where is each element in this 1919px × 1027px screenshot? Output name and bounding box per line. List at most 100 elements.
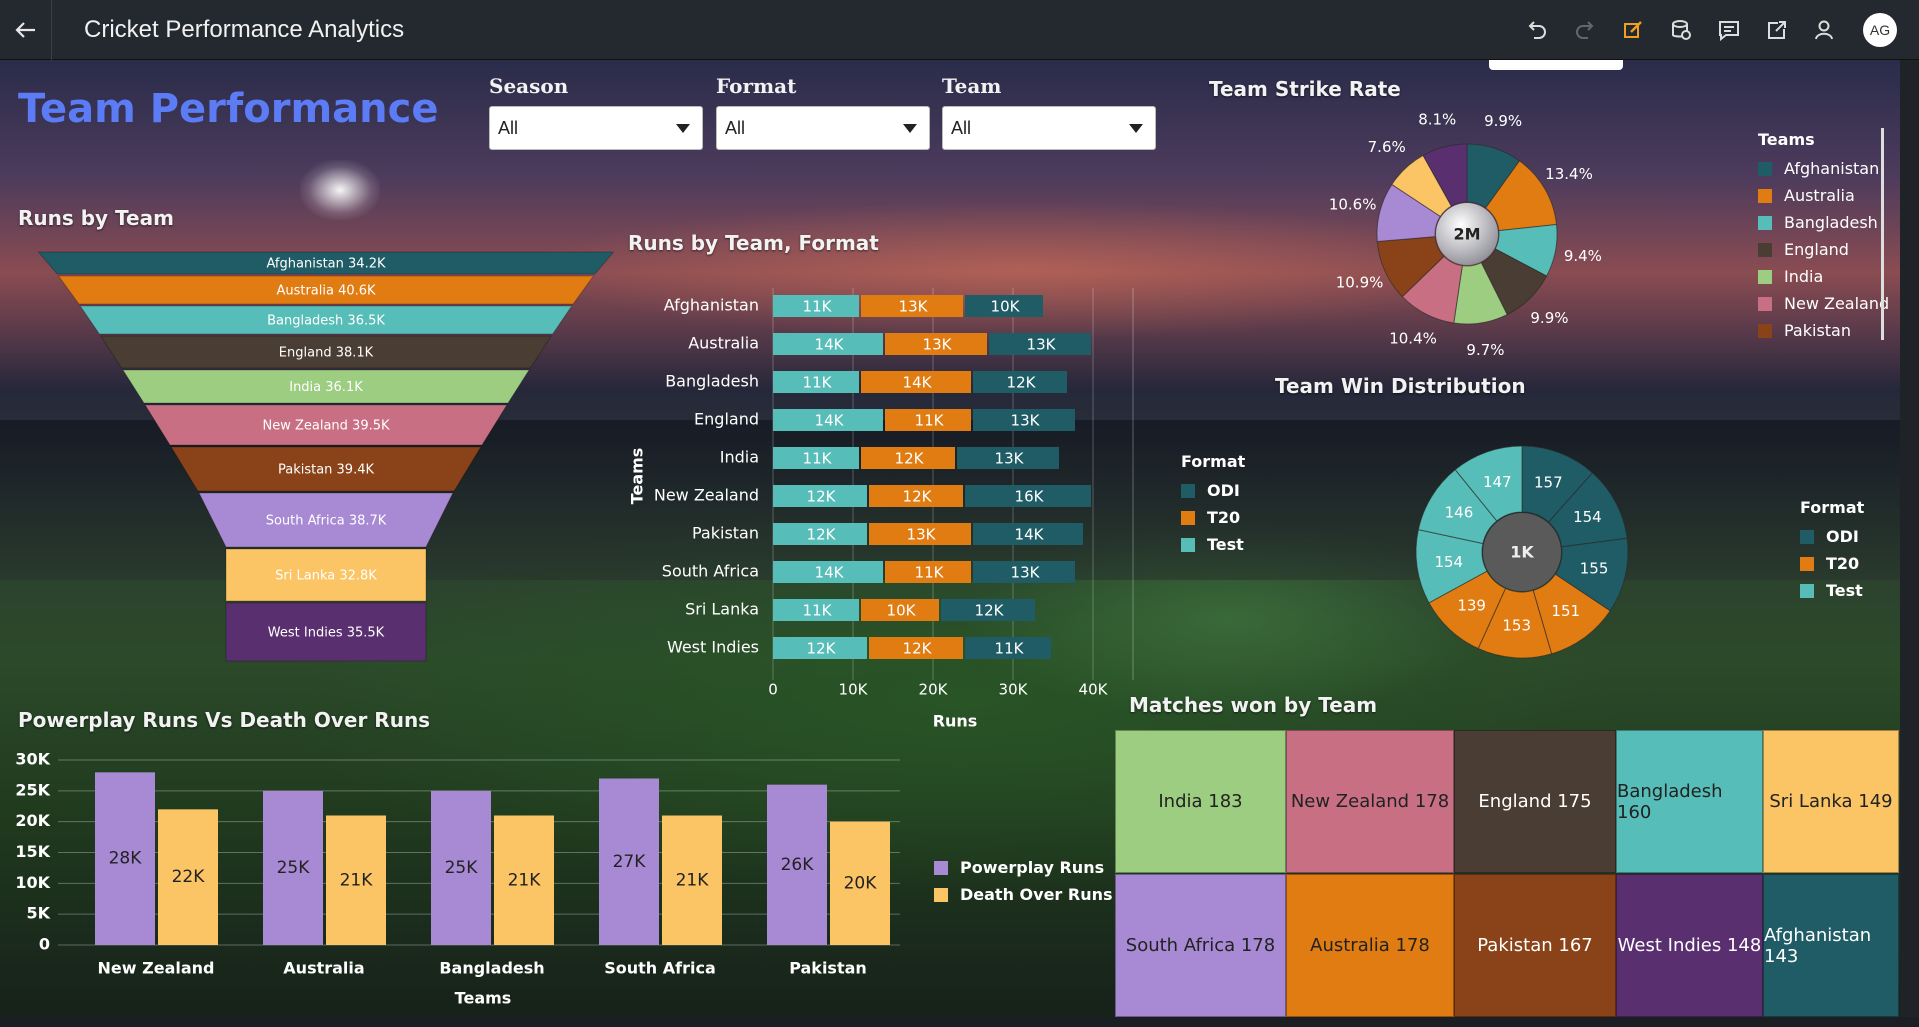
legend-label: Test bbox=[1207, 535, 1244, 554]
y-tick-label: 10K bbox=[15, 873, 50, 892]
legend-item[interactable]: Test bbox=[1800, 577, 1864, 604]
bar-segment bbox=[773, 523, 867, 545]
win-distribution-title: Team Win Distribution bbox=[1275, 374, 1526, 398]
treemap-cell[interactable]: India 183 bbox=[1115, 730, 1286, 873]
bar-segment bbox=[869, 485, 963, 507]
bar-label: 10K bbox=[991, 298, 1021, 316]
undo-button[interactable] bbox=[1513, 0, 1561, 60]
legend-item[interactable]: Death Over Runs bbox=[934, 881, 1113, 908]
bar-segment bbox=[885, 409, 971, 431]
y-tick-label: Afghanistan bbox=[664, 296, 759, 315]
treemap-cell[interactable]: Sri Lanka 149 bbox=[1763, 730, 1899, 873]
season-select[interactable]: All bbox=[489, 106, 703, 150]
team-filter-label: Team bbox=[942, 74, 1002, 98]
legend-label: Bangladesh bbox=[1784, 213, 1878, 232]
x-tick-label: South Africa bbox=[604, 959, 716, 978]
format-filter: Format All bbox=[716, 74, 930, 150]
bar bbox=[830, 821, 890, 945]
treemap-cell[interactable]: West Indies 148 bbox=[1616, 874, 1763, 1017]
bar-segment bbox=[957, 447, 1059, 469]
legend-label: India bbox=[1784, 267, 1824, 286]
bar bbox=[599, 778, 659, 945]
funnel-segment-label: Pakistan 39.4K bbox=[278, 463, 375, 478]
bar-label: 16K bbox=[1015, 488, 1045, 506]
data-button[interactable] bbox=[1657, 0, 1705, 60]
back-button[interactable] bbox=[0, 0, 52, 60]
legend-item[interactable]: T20 bbox=[1181, 504, 1245, 531]
treemap-cell[interactable]: New Zealand 178 bbox=[1286, 730, 1454, 873]
strike-rate-pie-chart: 9.9% 13.4% 9.4% 9.9% 9.7% 10.4% 10.9% 10.6% 7.6%… bbox=[1329, 110, 1602, 359]
page-title: Team Performance bbox=[18, 86, 439, 132]
comment-button[interactable] bbox=[1705, 0, 1753, 60]
y-tick-label: 30K bbox=[15, 750, 50, 769]
y-tick-label: England bbox=[694, 410, 759, 429]
app-title: Cricket Performance Analytics bbox=[84, 15, 405, 43]
legend-item[interactable]: India bbox=[1758, 263, 1889, 290]
bar-label: 11K bbox=[915, 412, 945, 430]
treemap-cell[interactable]: Afghanistan 143 bbox=[1763, 874, 1899, 1017]
legend-item[interactable]: Afghanistan bbox=[1758, 155, 1889, 182]
export-button[interactable] bbox=[1753, 0, 1801, 60]
bar-segment bbox=[973, 371, 1067, 393]
bar-label: 13K bbox=[1011, 564, 1041, 582]
share-user-button[interactable] bbox=[1801, 0, 1849, 60]
treemap-cell[interactable]: England 175 bbox=[1454, 730, 1616, 873]
bar-label: 14K bbox=[815, 412, 845, 430]
x-tick-label: 20K bbox=[919, 681, 949, 699]
wins-slice-label: 157 bbox=[1534, 473, 1563, 491]
bar bbox=[767, 784, 827, 945]
strike-center-label: 2M bbox=[1453, 225, 1480, 244]
funnel-segment bbox=[225, 548, 427, 602]
funnel-segment-label: England 38.1K bbox=[279, 346, 374, 361]
legend-swatch bbox=[1800, 556, 1814, 571]
format-select[interactable]: All bbox=[716, 106, 930, 150]
redo-button[interactable] bbox=[1561, 0, 1609, 60]
format-legend-title: Format bbox=[1181, 452, 1246, 471]
bar-label: 27K bbox=[613, 852, 647, 872]
legend-item[interactable]: Bangladesh bbox=[1758, 209, 1889, 236]
legend-item[interactable]: Australia bbox=[1758, 182, 1889, 209]
win-distribution-pie-chart: 157 154 155 151 153 139 154 146 147 1K bbox=[1415, 445, 1629, 659]
legend-item[interactable]: New Zealand bbox=[1758, 290, 1889, 317]
treemap-cell[interactable]: Pakistan 167 bbox=[1454, 874, 1616, 1017]
bar-segment bbox=[885, 561, 971, 583]
team-select[interactable]: All bbox=[942, 106, 1156, 150]
legend-swatch bbox=[1758, 323, 1772, 338]
funnel-segment-label: Bangladesh 36.5K bbox=[267, 314, 385, 329]
bar-label: 11K bbox=[915, 564, 945, 582]
legend-item[interactable]: T20 bbox=[1800, 550, 1864, 577]
funnel-segment bbox=[37, 251, 615, 275]
comment-icon bbox=[1719, 21, 1739, 41]
teams-legend-scrollbar[interactable] bbox=[1881, 128, 1884, 340]
y-tick-label: 25K bbox=[15, 780, 50, 799]
legend-item[interactable]: Powerplay Runs bbox=[934, 854, 1113, 881]
bar-segment bbox=[773, 561, 883, 583]
bar-label: 20K bbox=[844, 873, 878, 893]
y-tick-label: Pakistan bbox=[692, 524, 759, 543]
legend-swatch bbox=[934, 860, 948, 875]
funnel-segment bbox=[170, 446, 482, 492]
treemap-cell[interactable]: Bangladesh 160 bbox=[1616, 730, 1763, 873]
bar-segment bbox=[965, 295, 1043, 317]
data-icon bbox=[1672, 20, 1691, 40]
treemap-cell[interactable]: Australia 178 bbox=[1286, 874, 1454, 1017]
panel-tab[interactable] bbox=[1489, 60, 1623, 70]
season-select-value: All bbox=[498, 117, 519, 138]
vertical-scrollbar[interactable] bbox=[1900, 60, 1919, 1027]
user-avatar[interactable]: AG bbox=[1863, 13, 1897, 47]
edit-button[interactable] bbox=[1609, 0, 1657, 60]
app-bar: Cricket Performance Analytics bbox=[0, 0, 1919, 60]
legend-item[interactable]: Pakistan bbox=[1758, 317, 1889, 344]
treemap-cell[interactable]: South Africa 178 bbox=[1115, 874, 1286, 1017]
bar-label: 14K bbox=[903, 374, 933, 392]
legend-item[interactable]: ODI bbox=[1800, 523, 1864, 550]
legend-item[interactable]: ODI bbox=[1181, 477, 1245, 504]
y-tick-label: 20K bbox=[15, 811, 50, 830]
legend-label: Powerplay Runs bbox=[960, 858, 1105, 877]
bar-label: 11K bbox=[803, 602, 833, 620]
legend-item[interactable]: Test bbox=[1181, 531, 1245, 558]
bar-segment bbox=[773, 599, 859, 621]
legend-item[interactable]: England bbox=[1758, 236, 1889, 263]
chevron-down-icon bbox=[903, 123, 917, 133]
strike-slice bbox=[1422, 143, 1468, 207]
